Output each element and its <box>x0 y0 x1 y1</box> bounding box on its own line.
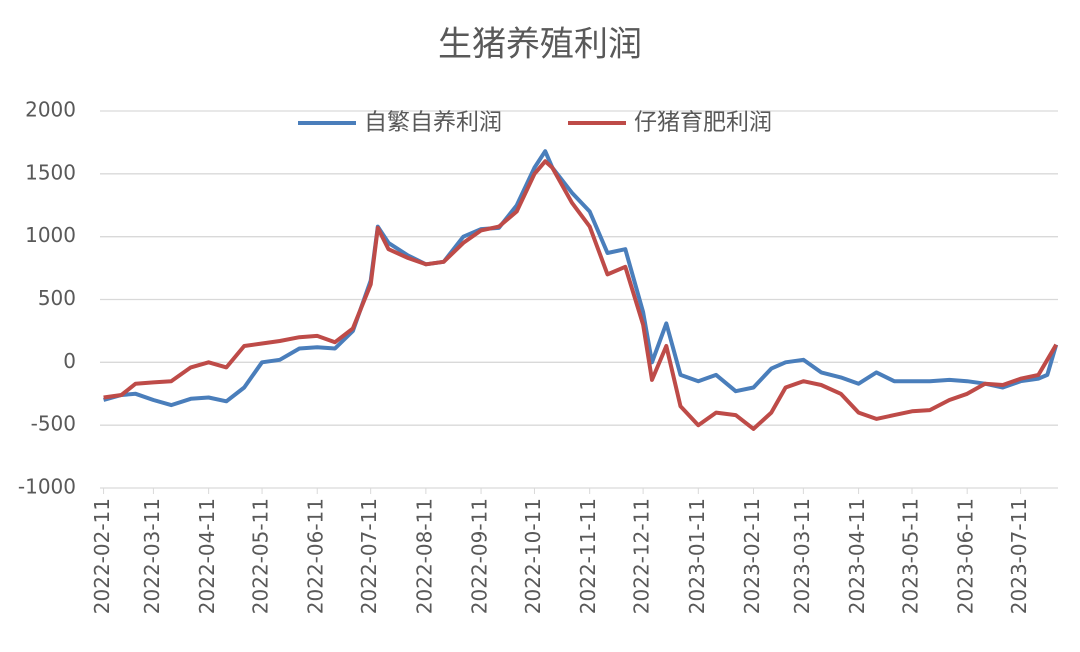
x-tick-label: 2022-07-11 <box>357 498 381 614</box>
x-tick-label: 2022-03-11 <box>140 498 164 614</box>
y-tick-label: 500 <box>38 286 76 310</box>
y-tick-label: -500 <box>31 412 76 436</box>
x-tick-label: 2022-05-11 <box>249 498 273 614</box>
x-tick-label: 2022-10-11 <box>521 498 545 614</box>
x-tick-label: 2023-01-11 <box>685 498 709 614</box>
x-tick-label: 2023-04-11 <box>845 498 869 614</box>
x-tick-label: 2023-07-11 <box>1007 498 1031 614</box>
y-tick-label: 0 <box>63 349 76 373</box>
y-tick-label: 2000 <box>25 98 76 122</box>
chart-title: 生猪养殖利润 <box>438 25 642 65</box>
x-tick-label: 2023-03-11 <box>790 498 814 614</box>
y-tick-label: 1000 <box>25 223 76 247</box>
y-tick-label: -1000 <box>18 475 76 499</box>
x-tick-label: 2022-08-11 <box>412 498 436 614</box>
x-tick-label: 2023-06-11 <box>954 498 978 614</box>
line-series <box>103 149 1059 408</box>
legend-label: 自繁自养利润 <box>364 110 502 136</box>
x-tick-label: 2023-02-11 <box>740 498 764 614</box>
x-tick-label: 2022-04-11 <box>195 498 219 614</box>
x-tick-label: 2023-05-11 <box>898 498 922 614</box>
y-tick-label: 1500 <box>25 160 76 184</box>
x-tick-label: 2022-12-11 <box>630 498 654 614</box>
x-tick-label: 2022-11-11 <box>576 498 600 614</box>
x-tick-label: 2022-06-11 <box>304 498 328 614</box>
line-series <box>103 159 1058 431</box>
x-tick-label: 2022-02-11 <box>90 498 114 614</box>
x-tick-label: 2022-09-11 <box>468 498 492 614</box>
legend-label: 仔猪育肥利润 <box>634 110 772 136</box>
